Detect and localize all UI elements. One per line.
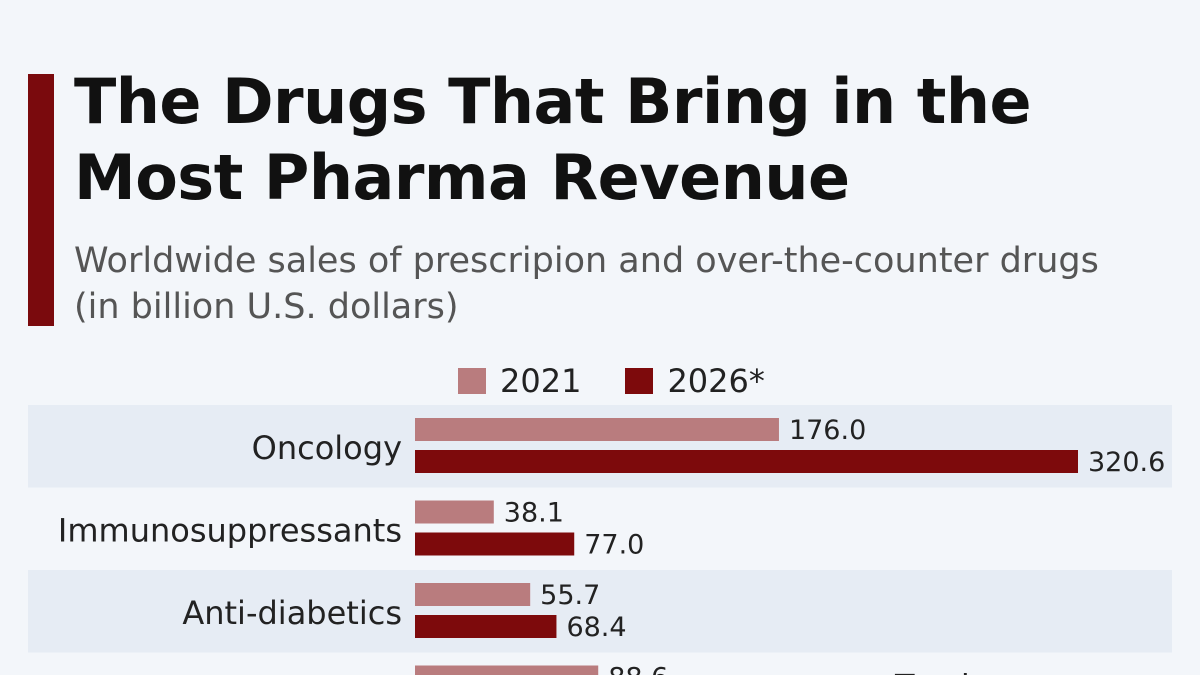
legend-swatch-2026	[625, 368, 654, 394]
legend: 2021 2026*	[458, 362, 809, 400]
chart-subtitle: Worldwide sales of prescripion and over-…	[74, 238, 1099, 330]
legend-item-2021: 2021	[458, 362, 581, 400]
data-label: 68.4	[566, 612, 626, 643]
data-label: 176.0	[789, 415, 866, 446]
bar-2021	[415, 418, 779, 441]
annotation-total: Total	[894, 668, 970, 675]
title-accent-bar	[28, 74, 54, 326]
data-label: 55.7	[540, 580, 600, 611]
row-band	[28, 570, 1172, 653]
data-label: 88.6	[608, 663, 668, 675]
bar-2026	[415, 450, 1078, 473]
legend-swatch-2021	[458, 368, 486, 394]
chart-title: The Drugs That Bring in the Most Pharma …	[74, 64, 1032, 216]
legend-item-2026: 2026*	[625, 362, 765, 400]
data-label: 77.0	[584, 530, 644, 561]
subtitle-line-2: (in billion U.S. dollars)	[74, 287, 459, 327]
bar-2026	[415, 615, 557, 638]
subtitle-line-1: Worldwide sales of prescripion and over-…	[74, 241, 1099, 281]
category-label: Anti-diabetics	[182, 594, 402, 632]
legend-label-2021: 2021	[500, 362, 582, 400]
bar-2021	[415, 500, 494, 524]
legend-label-2026: 2026*	[667, 362, 765, 400]
data-label: 320.6	[1088, 447, 1165, 478]
bar-2026	[415, 532, 575, 556]
row-band	[28, 405, 1172, 488]
title-line-2: Most Pharma Revenue	[74, 141, 850, 214]
data-label: 38.1	[504, 498, 564, 529]
title-line-1: The Drugs That Bring in the	[74, 65, 1032, 138]
bar-2021	[415, 665, 599, 675]
category-label: Oncology	[252, 429, 402, 467]
category-label: Immunosuppressants	[58, 512, 402, 550]
bar-2021	[415, 583, 531, 606]
